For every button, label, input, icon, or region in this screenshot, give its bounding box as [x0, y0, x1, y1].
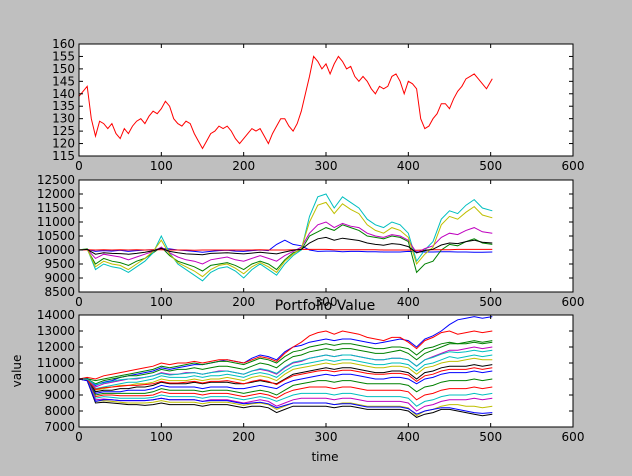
tick-layer: 0 100 200 300 400 500 600 115120125130135140145… [52, 37, 584, 173]
series-line-8 [78, 370, 493, 394]
subplot-positions: 0 100 200 300 400 500 600 850090009500100001050… [37, 173, 585, 309]
y-tick-label: 10500 [37, 229, 75, 243]
y-tick-label: 9000 [44, 271, 75, 285]
series-line-1 [78, 55, 493, 150]
x-tick-label: 100 [150, 295, 173, 309]
y-tick-label: 9000 [44, 388, 75, 402]
x-tick-label: 400 [397, 159, 420, 173]
series-line-16 [78, 341, 493, 382]
tick-layer: 0 100 200 300 400 500 600 7000 8000 9000 10000 1100… [37, 308, 585, 444]
series-line-7 [78, 364, 493, 393]
series-line-6 [78, 201, 493, 278]
series-line-11 [78, 378, 493, 407]
x-tick-label: 300 [315, 159, 338, 173]
axes-background [79, 180, 573, 292]
y-axis-label: value [10, 355, 24, 388]
x-tick-label: 200 [232, 159, 255, 173]
series-line-7 [78, 236, 493, 256]
y-tick-label: 7000 [44, 420, 75, 434]
x-tick-label: 300 [315, 295, 338, 309]
y-tick-label: 135 [52, 99, 75, 113]
x-tick-label: 200 [232, 295, 255, 309]
series-layer [78, 316, 493, 418]
x-tick-label: 600 [562, 295, 585, 309]
y-tick-label: 160 [52, 37, 75, 51]
y-tick-label: 120 [52, 137, 75, 151]
series-line-15 [78, 378, 493, 415]
y-tick-label: 12000 [37, 340, 75, 354]
x-tick-label: 100 [150, 159, 173, 173]
y-tick-label: 8000 [44, 404, 75, 418]
x-tick-label: 400 [397, 295, 420, 309]
x-tick-label: 400 [397, 430, 420, 444]
x-tick-label: 500 [479, 295, 502, 309]
series-line-4 [78, 193, 493, 282]
y-tick-label: 130 [52, 112, 75, 126]
y-tick-label: 8500 [44, 285, 75, 299]
subplot-portfolio: 0 100 200 300 400 500 600 7000 8000 9000 10000 1100… [10, 298, 584, 464]
series-line-10 [78, 378, 493, 401]
axes-background [79, 44, 573, 156]
y-tick-label: 115 [52, 149, 75, 163]
x-tick-label: 200 [232, 430, 255, 444]
y-tick-label: 125 [52, 124, 75, 138]
series-line-5 [78, 221, 493, 265]
series-layer [78, 55, 493, 150]
series-line-14 [78, 378, 493, 418]
x-tick-label: 600 [562, 159, 585, 173]
y-tick-label: 10000 [37, 243, 75, 257]
y-tick-label: 14000 [37, 308, 75, 322]
x-tick-label: 500 [479, 159, 502, 173]
y-tick-label: 145 [52, 74, 75, 88]
x-tick-label: 600 [562, 430, 585, 444]
y-tick-label: 155 [52, 49, 75, 63]
series-line-6 [79, 357, 493, 391]
x-axis-label: time [311, 450, 338, 464]
series-line-2 [78, 330, 493, 380]
x-tick-label: 0 [75, 159, 83, 173]
series-line-18 [78, 349, 493, 386]
y-tick-label: 11000 [37, 215, 75, 229]
x-tick-label: 300 [315, 430, 338, 444]
y-tick-label: 10000 [37, 372, 75, 386]
chart-title: Portfolio Value [275, 298, 376, 314]
x-tick-label: 0 [75, 430, 83, 444]
series-layer [78, 193, 493, 282]
y-tick-label: 150 [52, 62, 75, 76]
tick-layer: 0 100 200 300 400 500 600 850090009500100001050… [37, 173, 585, 309]
x-tick-label: 500 [479, 430, 502, 444]
series-line-3 [79, 340, 493, 385]
y-tick-label: 11500 [37, 201, 75, 215]
series-line-1 [78, 316, 493, 386]
series-line-9 [78, 378, 493, 396]
series-line-17 [78, 367, 493, 390]
x-tick-label: 100 [150, 430, 173, 444]
y-tick-label: 12000 [37, 187, 75, 201]
subplot-price: 0 100 200 300 400 500 600 115120125130135140145… [52, 37, 584, 173]
y-tick-label: 13000 [37, 324, 75, 338]
y-tick-label: 12500 [37, 173, 75, 187]
series-line-5 [79, 354, 493, 390]
y-tick-label: 9500 [44, 257, 75, 271]
x-tick-label: 0 [75, 295, 83, 309]
y-tick-label: 11000 [37, 356, 75, 370]
y-tick-label: 140 [52, 87, 75, 101]
